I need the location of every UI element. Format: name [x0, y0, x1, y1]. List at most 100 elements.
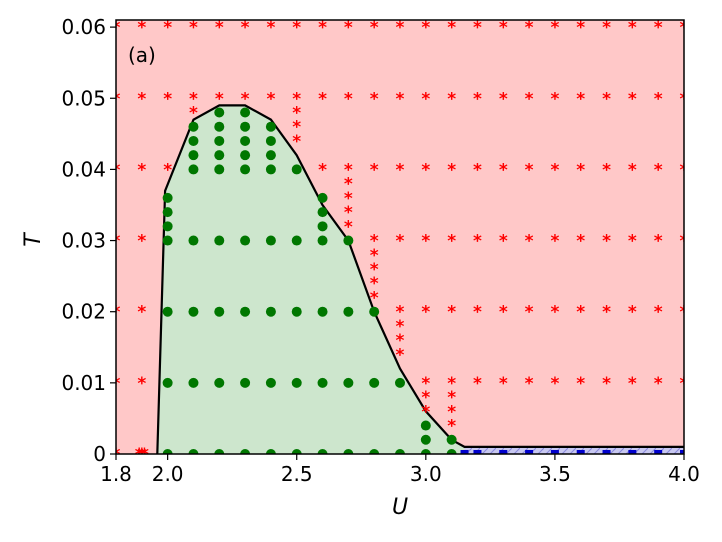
star-marker: * [137, 18, 146, 38]
star-marker: * [499, 89, 508, 109]
circle-marker [240, 135, 251, 146]
star-marker: * [602, 303, 611, 323]
star-marker: * [499, 160, 508, 180]
star-marker: * [550, 303, 559, 323]
star-marker: * [628, 89, 637, 109]
square-marker [550, 450, 559, 454]
star-marker: * [550, 374, 559, 394]
circle-marker [265, 306, 276, 317]
star-marker: * [396, 303, 405, 323]
y-tick-label: 0.03 [61, 229, 106, 253]
star-marker: * [473, 232, 482, 252]
star-marker: * [550, 232, 559, 252]
star-marker: * [525, 232, 534, 252]
circle-marker [240, 235, 251, 246]
star-marker: * [189, 18, 198, 38]
x-tick-label: 1.8 [100, 462, 132, 486]
star-marker: * [525, 160, 534, 180]
star-marker: * [447, 303, 456, 323]
star-marker: * [241, 89, 250, 109]
star-marker: * [318, 89, 327, 109]
star-marker: * [112, 445, 121, 465]
star-marker: * [344, 217, 353, 237]
star-marker: * [137, 445, 146, 465]
x-axis-label: U [392, 495, 408, 520]
star-marker: * [447, 402, 456, 422]
star-marker: * [576, 303, 585, 323]
x-axis-ticks: 1.8 2.0 2.5 3.0 3.5 4.0 [100, 454, 700, 486]
star-marker: * [525, 374, 534, 394]
circle-marker [395, 449, 405, 454]
circle-marker [420, 434, 431, 445]
star-marker: * [137, 303, 146, 323]
star-marker: * [421, 18, 430, 38]
star-marker: * [112, 303, 121, 323]
circle-marker [240, 150, 251, 161]
star-marker: * [499, 18, 508, 38]
star-marker: * [344, 189, 353, 209]
star-marker: * [396, 317, 405, 337]
circle-marker [291, 164, 302, 175]
star-marker: * [396, 89, 405, 109]
star-marker: * [163, 89, 172, 109]
circle-marker [188, 150, 199, 161]
data-markers: * * * * * * * * * * * * * * * * * * * * * * * * * * * * * * * * * * * * * * * *… [112, 18, 689, 465]
star-marker: * [680, 374, 689, 394]
star-marker: * [628, 232, 637, 252]
star-marker: * [654, 18, 663, 38]
y-tick-label: 0.01 [61, 371, 106, 395]
star-marker: * [344, 160, 353, 180]
circle-marker [162, 221, 173, 232]
square-marker [473, 450, 482, 454]
circle-marker [214, 235, 225, 246]
star-marker: * [137, 374, 146, 394]
star-marker: * [447, 160, 456, 180]
star-marker: * [421, 402, 430, 422]
circle-marker [291, 377, 302, 388]
star-marker: * [654, 232, 663, 252]
circle-marker [214, 449, 225, 454]
circle-marker [395, 377, 405, 388]
circle-marker [265, 164, 276, 175]
circle-marker [240, 449, 251, 454]
plot-area: * * * * * * * * * * * * * * * * * * * * * * * * * * * * * * * * * * * * * * * *… [112, 18, 689, 465]
star-marker: * [396, 18, 405, 38]
star-marker: * [628, 160, 637, 180]
circle-marker [265, 235, 276, 246]
star-marker: * [396, 160, 405, 180]
star-marker: * [112, 160, 121, 180]
circle-marker [188, 306, 199, 317]
y-tick-label: 0 [93, 442, 106, 466]
star-marker: * [215, 89, 224, 109]
circle-marker [214, 164, 225, 175]
circle-marker [240, 306, 251, 317]
star-marker: * [447, 417, 456, 437]
circle-marker [317, 377, 328, 388]
star-marker: * [112, 232, 121, 252]
circle-marker [188, 449, 199, 454]
star-marker: * [628, 18, 637, 38]
star-marker: * [654, 89, 663, 109]
circle-marker [214, 121, 225, 132]
star-marker: * [499, 232, 508, 252]
star-marker: * [135, 445, 144, 465]
star-marker: * [680, 18, 689, 38]
circle-marker [240, 164, 251, 175]
star-marker: * [628, 303, 637, 323]
star-marker: * [576, 18, 585, 38]
star-marker: * [318, 160, 327, 180]
circle-marker [291, 449, 302, 454]
star-marker: * [628, 374, 637, 394]
circle-marker [446, 434, 457, 445]
circle-marker [343, 235, 354, 246]
star-marker: * [318, 18, 327, 38]
circle-marker [369, 377, 380, 388]
circle-marker [240, 107, 251, 118]
star-marker: * [576, 89, 585, 109]
y-axis-label: T [21, 232, 46, 247]
star-marker: * [473, 160, 482, 180]
circle-marker [317, 221, 328, 232]
circle-marker [162, 192, 173, 203]
square-marker [602, 450, 611, 454]
